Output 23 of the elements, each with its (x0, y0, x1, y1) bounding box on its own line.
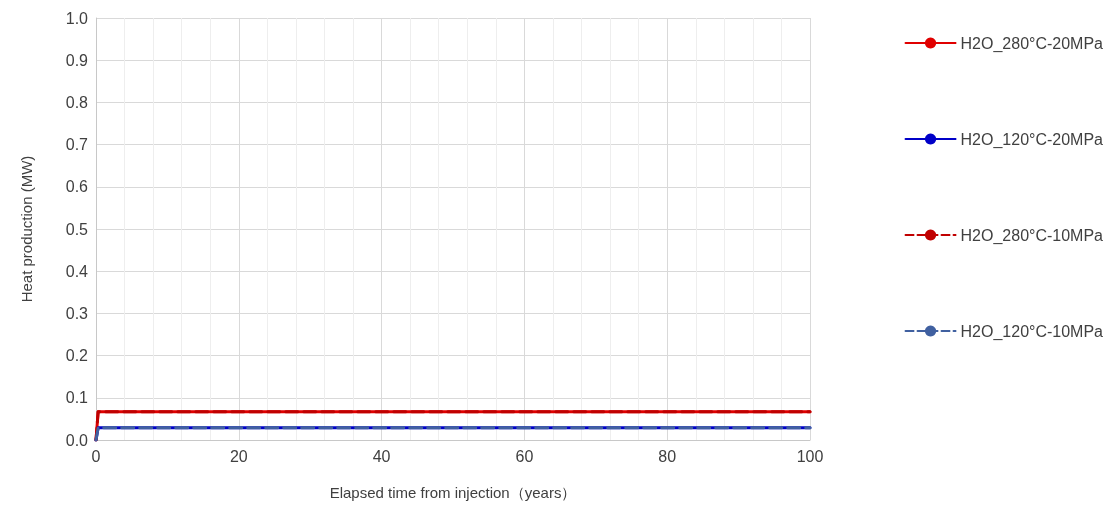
x-tick-label: 40 (372, 447, 391, 465)
y-tick-label: 0.3 (65, 304, 89, 322)
y-tick-label: 1.0 (65, 9, 89, 27)
legend-label: H2O_280°C-10MPa (960, 226, 1104, 245)
legend-label: H2O_280°C-20MPa (960, 34, 1104, 53)
y-tick-label: 0.7 (65, 136, 89, 154)
x-tick-label: 80 (658, 447, 677, 465)
x-axis-title: Elapsed time from injection（years） (329, 484, 577, 501)
y-tick-label: 0.8 (65, 93, 89, 111)
y-axis-title: Heat production (MW) (18, 155, 35, 303)
legend-label: H2O_120°C-20MPa (960, 130, 1104, 149)
y-tick-label: 0.6 (65, 178, 89, 196)
y-tick-label: 0.9 (65, 51, 89, 69)
x-tick-label: 60 (515, 447, 534, 465)
x-tick-label: 100 (796, 447, 824, 465)
y-tick-label: 0.0 (65, 431, 89, 449)
y-tick-label: 0.5 (65, 220, 89, 238)
x-tick-label: 0 (91, 447, 101, 465)
legend-label: H2O_120°C-10MPa (960, 322, 1104, 341)
y-tick-label: 0.4 (65, 262, 89, 280)
x-tick-label: 20 (229, 447, 248, 465)
y-tick-label: 0.2 (65, 347, 89, 365)
y-tick-label: 0.1 (65, 389, 89, 407)
